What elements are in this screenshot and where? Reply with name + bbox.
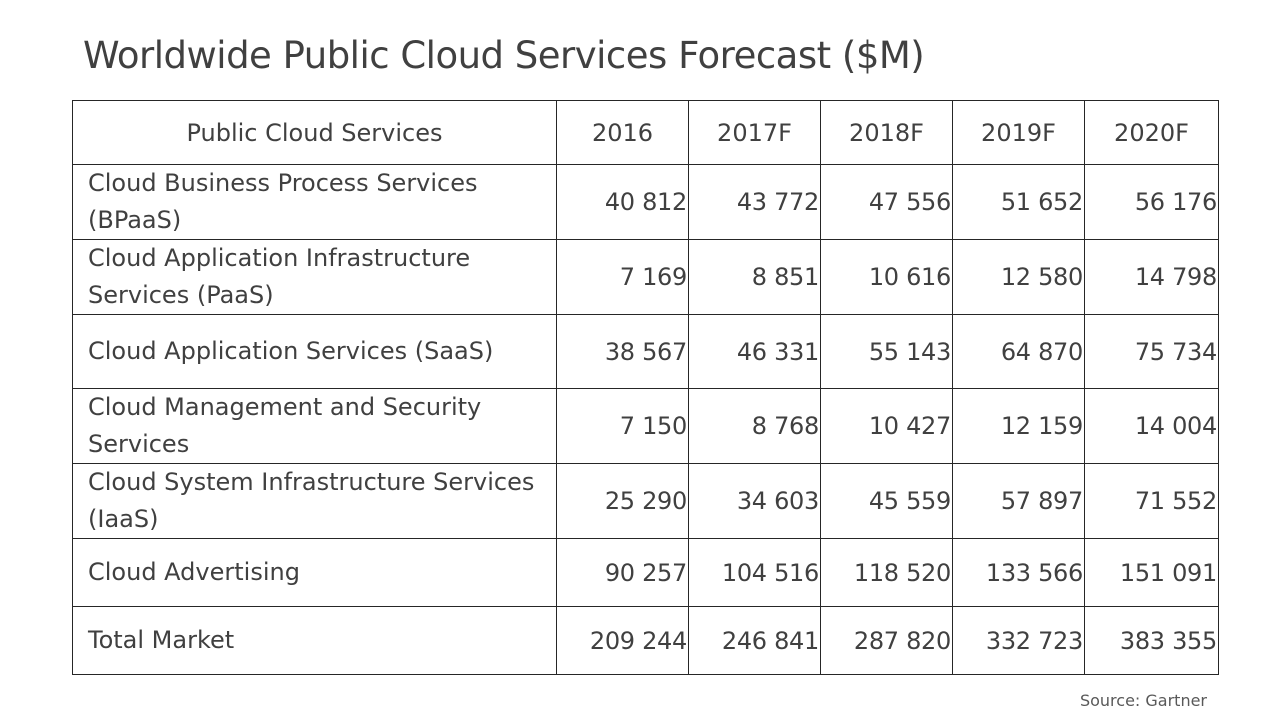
value-cell: 25 290 — [556, 463, 689, 539]
source-note: Source: Gartner — [1079, 691, 1207, 710]
value-cell: 46 331 — [688, 314, 821, 389]
value-cell: 14 004 — [1084, 388, 1219, 464]
service-name: Cloud System Infrastructure Services (Ia… — [72, 463, 557, 539]
value-cell: 64 870 — [952, 314, 1085, 389]
total-row: Total Market 209 244 246 841 287 820 332… — [72, 606, 1219, 675]
slide-title: Worldwide Public Cloud Services Forecast… — [83, 34, 925, 77]
value-cell: 383 355 — [1084, 606, 1219, 675]
value-cell: 51 652 — [952, 164, 1085, 240]
value-cell: 7 169 — [556, 239, 689, 315]
value-cell: 56 176 — [1084, 164, 1219, 240]
table-row: Cloud Application Infrastructure Service… — [72, 239, 1219, 315]
service-name: Cloud Application Services (SaaS) — [72, 314, 557, 389]
value-cell: 43 772 — [688, 164, 821, 240]
value-cell: 12 580 — [952, 239, 1085, 315]
value-cell: 104 516 — [688, 538, 821, 607]
value-cell: 7 150 — [556, 388, 689, 464]
table-row: Cloud System Infrastructure Services (Ia… — [72, 463, 1219, 539]
service-name: Cloud Management and Security Services — [72, 388, 557, 464]
service-name: Total Market — [72, 606, 557, 675]
value-cell: 118 520 — [820, 538, 953, 607]
header-2016: 2016 — [556, 100, 689, 165]
header-2019f: 2019F — [952, 100, 1085, 165]
value-cell: 151 091 — [1084, 538, 1219, 607]
value-cell: 90 257 — [556, 538, 689, 607]
header-public-cloud-services: Public Cloud Services — [72, 100, 557, 165]
table-row: Cloud Application Services (SaaS) 38 567… — [72, 314, 1219, 389]
table-header-row: Public Cloud Services 2016 2017F 2018F 2… — [72, 100, 1219, 165]
forecast-table: Public Cloud Services 2016 2017F 2018F 2… — [72, 100, 1219, 675]
value-cell: 34 603 — [688, 463, 821, 539]
value-cell: 38 567 — [556, 314, 689, 389]
value-cell: 47 556 — [820, 164, 953, 240]
value-cell: 209 244 — [556, 606, 689, 675]
value-cell: 10 616 — [820, 239, 953, 315]
header-2020f: 2020F — [1084, 100, 1219, 165]
table-row: Cloud Business Process Services (BPaaS) … — [72, 164, 1219, 240]
value-cell: 332 723 — [952, 606, 1085, 675]
value-cell: 14 798 — [1084, 239, 1219, 315]
value-cell: 8 768 — [688, 388, 821, 464]
service-name: Cloud Advertising — [72, 538, 557, 607]
value-cell: 55 143 — [820, 314, 953, 389]
value-cell: 75 734 — [1084, 314, 1219, 389]
header-2017f: 2017F — [688, 100, 821, 165]
value-cell: 40 812 — [556, 164, 689, 240]
table-row: Cloud Management and Security Services 7… — [72, 388, 1219, 464]
service-name: Cloud Business Process Services (BPaaS) — [72, 164, 557, 240]
value-cell: 71 552 — [1084, 463, 1219, 539]
value-cell: 246 841 — [688, 606, 821, 675]
value-cell: 287 820 — [820, 606, 953, 675]
service-name: Cloud Application Infrastructure Service… — [72, 239, 557, 315]
value-cell: 45 559 — [820, 463, 953, 539]
table-row: Cloud Advertising 90 257 104 516 118 520… — [72, 538, 1219, 607]
value-cell: 133 566 — [952, 538, 1085, 607]
value-cell: 12 159 — [952, 388, 1085, 464]
value-cell: 8 851 — [688, 239, 821, 315]
value-cell: 10 427 — [820, 388, 953, 464]
header-2018f: 2018F — [820, 100, 953, 165]
value-cell: 57 897 — [952, 463, 1085, 539]
